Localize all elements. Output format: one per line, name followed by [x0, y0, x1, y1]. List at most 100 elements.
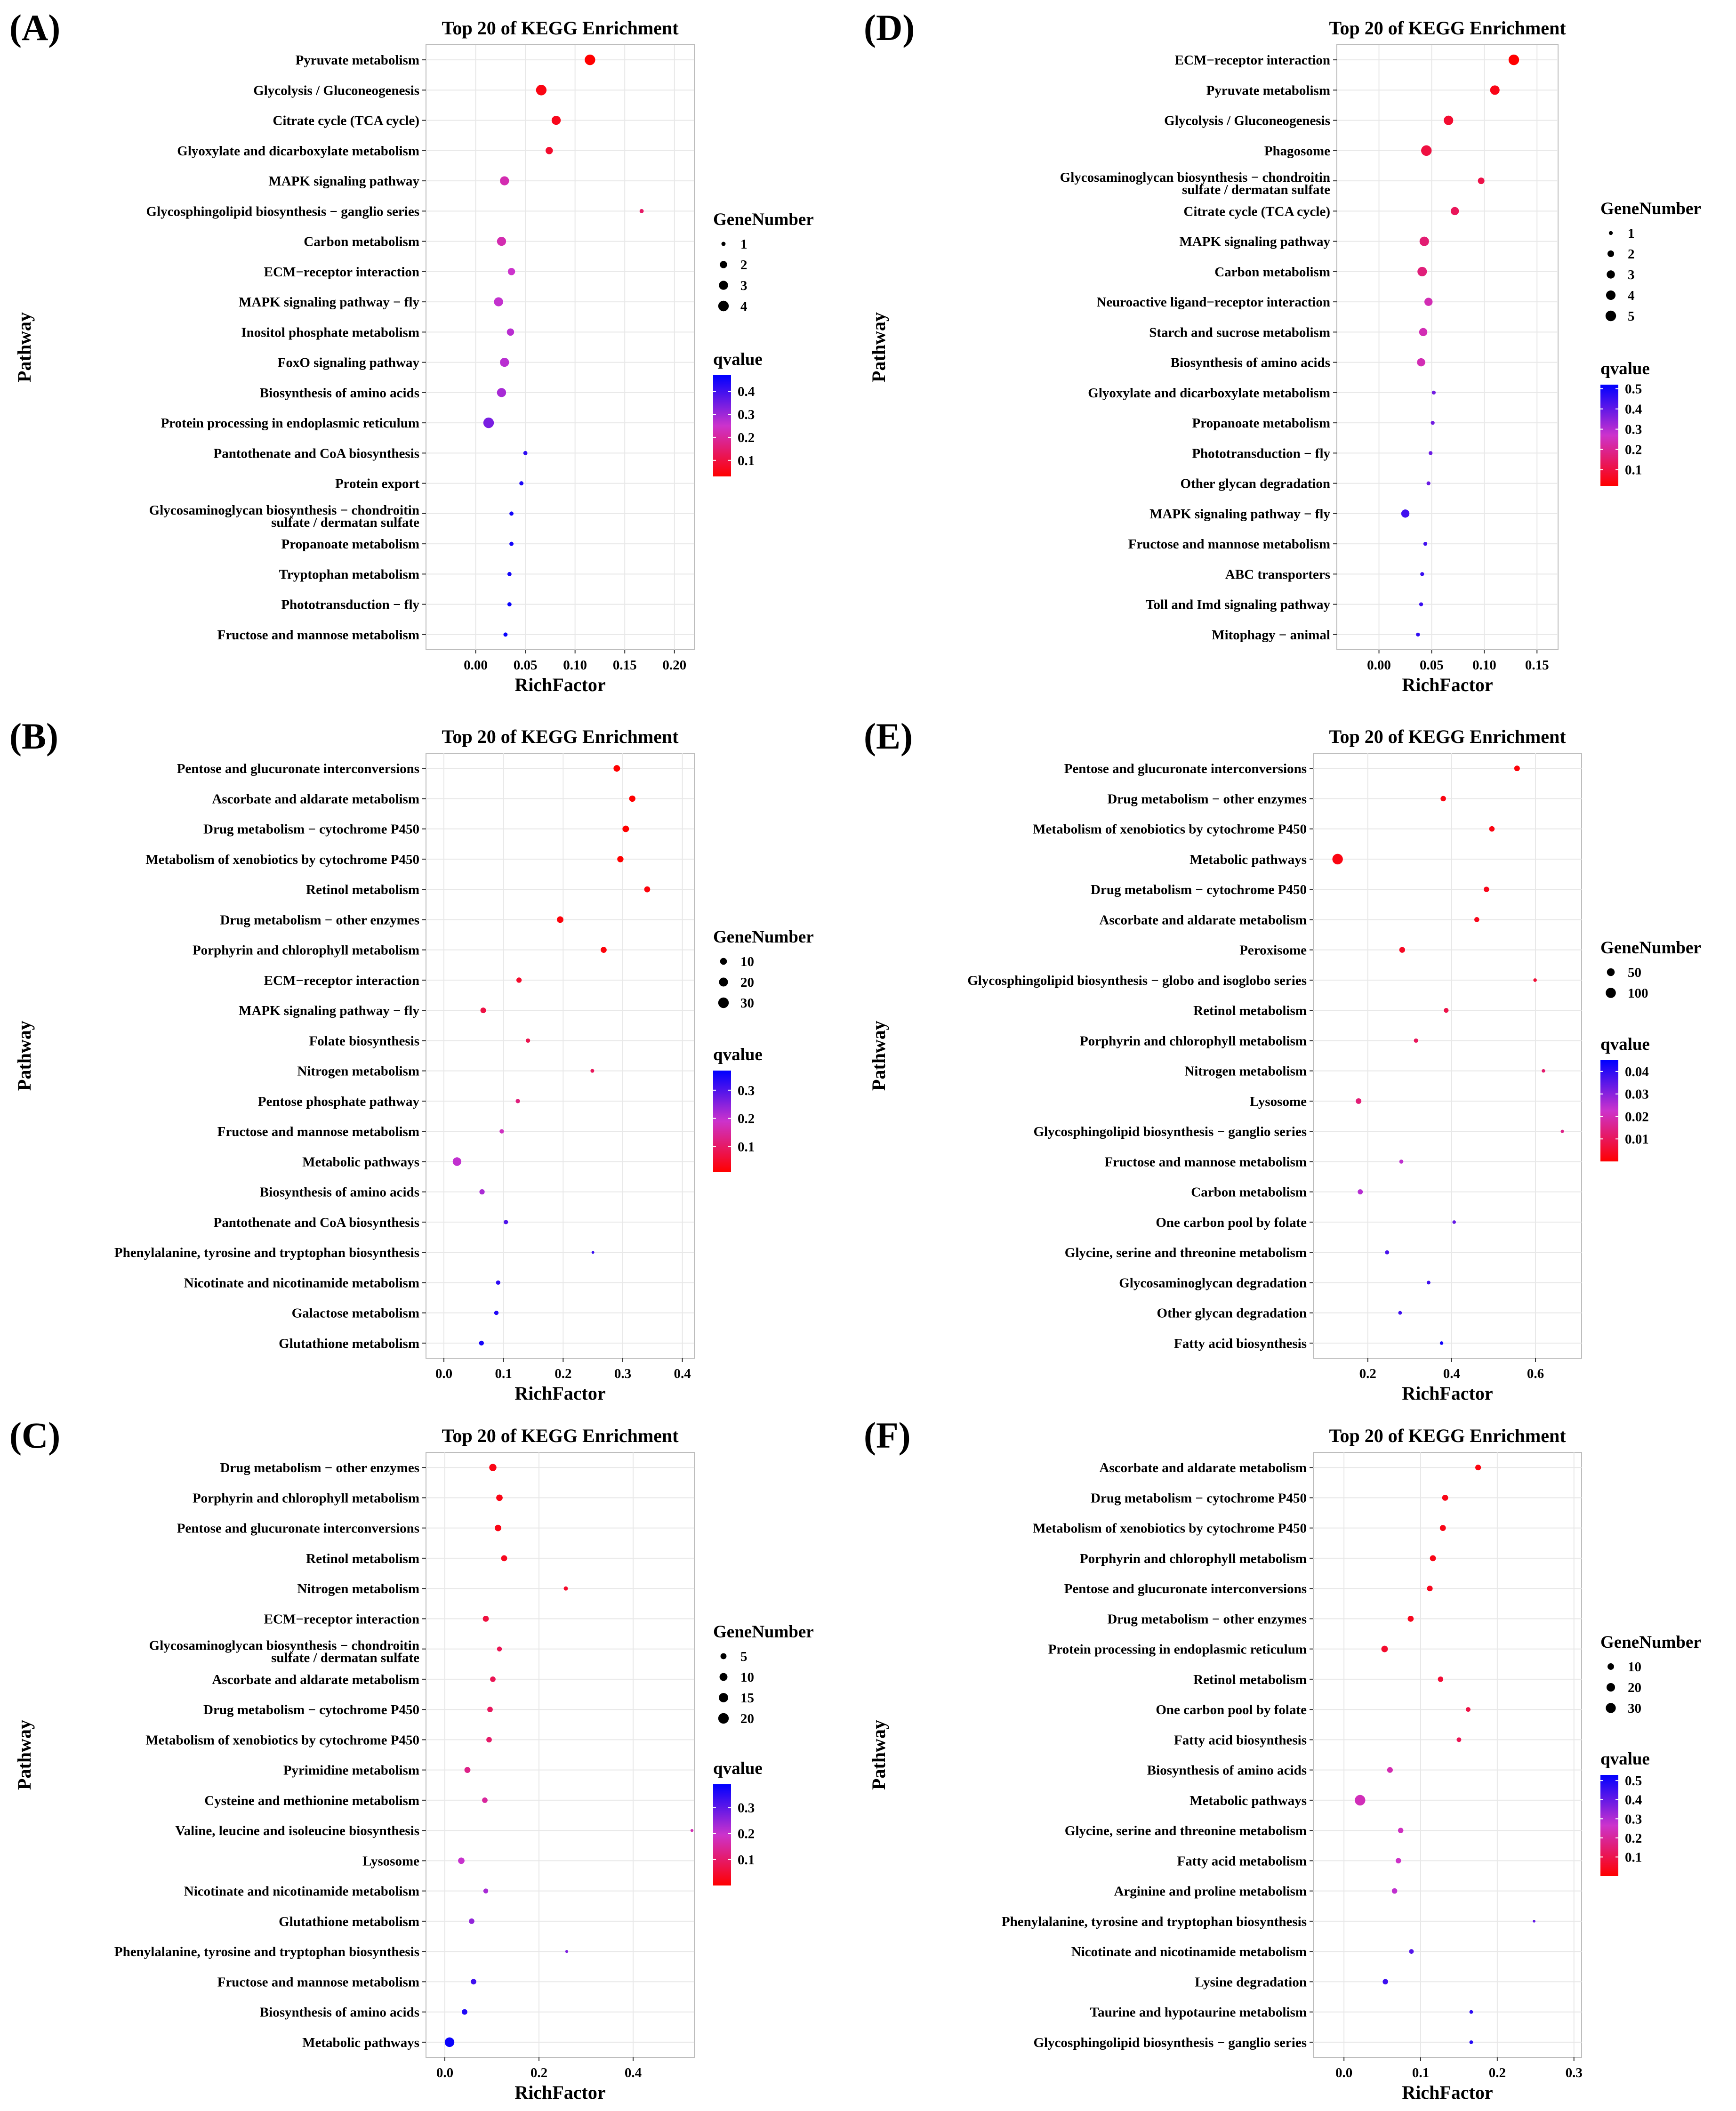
- size-legend-dot: [1607, 968, 1615, 976]
- size-legend-dot: [1606, 988, 1616, 998]
- data-point: [690, 1829, 694, 1832]
- data-point: [565, 1950, 569, 1953]
- x-tick-label: 0.15: [1525, 658, 1549, 673]
- data-point: [1430, 1555, 1436, 1562]
- pathway-label: Drug metabolism − cytochrome P450: [203, 822, 419, 837]
- data-point: [1355, 1795, 1366, 1806]
- chart-title: Top 20 of KEGG Enrichment: [442, 1425, 679, 1446]
- x-tick-label: 0.20: [662, 658, 686, 673]
- size-legend-dot: [718, 300, 729, 312]
- size-legend-title: GeneNumber: [1600, 1633, 1701, 1652]
- pathway-label: Carbon metabolism: [1214, 265, 1330, 280]
- data-point: [496, 1494, 503, 1501]
- pathway-label: Pentose and glucuronate interconversions: [177, 1521, 419, 1536]
- data-point: [1426, 481, 1431, 485]
- plot-area: [1313, 1452, 1582, 2058]
- pathway-label: Protein processing in endoplasmic reticu…: [1048, 1642, 1307, 1657]
- pathway-label: Nicotinate and nicotinamide metabolism: [1071, 1944, 1307, 1959]
- data-point: [1417, 266, 1427, 276]
- y-axis-title: Pathway: [868, 312, 889, 382]
- pathway-label: Fatty acid biosynthesis: [1174, 1732, 1307, 1748]
- data-point: [551, 115, 561, 125]
- pathway-label: Phenylalanine, tyrosine and tryptophan b…: [114, 1245, 419, 1260]
- size-legend-dot: [720, 261, 727, 268]
- size-legend-label: 10: [1628, 1660, 1641, 1675]
- size-legend-dot: [719, 281, 728, 290]
- size-legend-title: GeneNumber: [713, 1622, 814, 1642]
- x-axis-title: RichFactor: [514, 674, 605, 695]
- data-point: [1478, 177, 1485, 185]
- data-point: [516, 977, 522, 983]
- pathway-label: Fatty acid biosynthesis: [1174, 1336, 1307, 1351]
- data-point: [1398, 1828, 1404, 1833]
- data-point: [644, 886, 651, 893]
- pathway-label: Metabolic pathways: [302, 2035, 419, 2050]
- plot-area: [426, 44, 695, 650]
- color-legend-label: 0.1: [738, 1139, 755, 1154]
- pathway-label: Phagosome: [1264, 144, 1330, 159]
- panel-letter: (F): [864, 1415, 911, 1456]
- x-tick-label: 0.0: [435, 1366, 452, 1381]
- color-legend-label: 0.2: [738, 1827, 755, 1842]
- size-legend-label: 20: [1628, 1680, 1641, 1695]
- size-legend-dot: [720, 958, 727, 965]
- data-point: [1465, 1707, 1471, 1712]
- x-tick-label: 0.4: [625, 2065, 642, 2080]
- pathway-label: Metabolic pathways: [1189, 852, 1307, 867]
- pathway-label: Biosynthesis of amino acids: [260, 2005, 419, 2020]
- pathway-label-line: sulfate / dermatan sulfate: [271, 515, 419, 530]
- data-point: [1419, 236, 1429, 246]
- data-point: [1358, 1189, 1363, 1195]
- pathway-label: One carbon pool by folate: [1156, 1215, 1307, 1230]
- y-axis-title: Pathway: [14, 312, 35, 382]
- pathway-label: Glycolysis / Gluconeogenesis: [253, 83, 419, 98]
- pathway-label: Glycine, serine and threonine metabolism: [1065, 1823, 1307, 1838]
- pathway-label: ECM−receptor interaction: [1175, 53, 1330, 68]
- pathway-label: Metabolism of xenobiotics by cytochrome …: [145, 1732, 419, 1748]
- color-legend-bar: [713, 1784, 731, 1885]
- color-legend-title: qvalue: [713, 1759, 763, 1778]
- color-legend-label: 0.01: [1625, 1132, 1649, 1147]
- data-point: [585, 54, 595, 65]
- size-legend-label: 20: [740, 975, 754, 990]
- data-point: [1399, 947, 1405, 953]
- data-point: [490, 1676, 496, 1682]
- data-point: [444, 2037, 455, 2047]
- pathway-label: Carbon metabolism: [1191, 1185, 1307, 1200]
- data-point: [507, 268, 515, 275]
- data-point: [483, 417, 494, 428]
- data-point: [1438, 1676, 1444, 1682]
- color-legend-label: 0.3: [738, 1083, 755, 1098]
- data-point: [464, 1767, 471, 1773]
- pathway-label: Pyruvate metabolism: [296, 53, 419, 68]
- pathway-label: Protein export: [335, 476, 419, 491]
- data-point: [500, 357, 509, 367]
- x-tick-label: 0.2: [530, 2065, 547, 2080]
- pathway-label: Fructose and mannose metabolism: [217, 1974, 419, 1990]
- color-legend-bar: [1600, 385, 1618, 486]
- x-tick-label: 0.4: [1443, 1366, 1460, 1381]
- size-legend-title: GeneNumber: [713, 927, 814, 947]
- pathway-label: Other glycan degradation: [1181, 476, 1330, 491]
- pathway-label: Neuroactive ligand−receptor interaction: [1096, 295, 1330, 310]
- data-point: [590, 1069, 595, 1073]
- data-point: [1533, 978, 1537, 982]
- chart-panel-a: (A) Top 20 of KEGG Enrichment Pyruvate met…: [9, 7, 814, 695]
- color-legend-label: 0.3: [738, 1801, 755, 1816]
- color-legend-label: 0.2: [1625, 443, 1642, 458]
- pathway-label: Valine, leucine and isoleucine biosynthe…: [175, 1823, 419, 1838]
- size-legend-dot: [721, 242, 726, 246]
- data-point: [1409, 1949, 1414, 1954]
- pathway-label: Lysosome: [1250, 1094, 1307, 1109]
- data-point: [509, 541, 514, 546]
- pathway-label: Nicotinate and nicotinamide metabolism: [184, 1275, 419, 1290]
- size-legend-label: 20: [740, 1711, 754, 1726]
- x-tick-label: 0.2: [1359, 1366, 1376, 1381]
- data-point: [499, 1129, 504, 1134]
- data-point: [1452, 1220, 1456, 1224]
- data-point: [1332, 854, 1343, 865]
- data-point: [494, 297, 503, 306]
- color-legend-bar: [1600, 1775, 1618, 1876]
- data-point: [1456, 1737, 1462, 1742]
- plot-area: [426, 1452, 695, 2058]
